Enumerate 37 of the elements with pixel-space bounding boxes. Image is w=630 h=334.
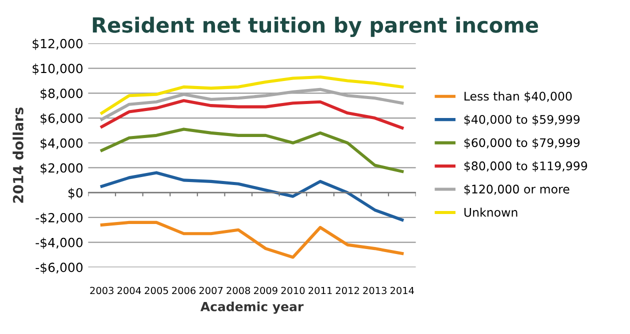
y-axis-title: 2014 dollars [12, 107, 24, 203]
x-tick-label: 2007 [199, 286, 223, 294]
line-series [100, 99, 404, 130]
y-tick-label: $8,000 [40, 88, 83, 100]
y-tick-label: $2,000 [40, 162, 83, 174]
x-tick-label: 2004 [117, 286, 141, 294]
y-tick-label: $6,000 [40, 113, 83, 125]
chart-title: Resident net tuition by parent income [92, 16, 538, 38]
line-series [100, 88, 404, 121]
legend-label: Unknown [464, 208, 518, 217]
legend-label: $80,000 to $119,999 [464, 161, 588, 172]
y-tick-label: -$6,000 [36, 262, 83, 274]
line-series [100, 75, 404, 115]
x-tick-label: 2012 [336, 286, 359, 294]
y-tick-label: $12,000 [32, 38, 83, 50]
line-series [100, 220, 404, 259]
x-tick-label: 2011 [308, 286, 332, 294]
x-tick-label: 2008 [226, 286, 250, 294]
y-tick-label: $0 [68, 188, 83, 200]
y-tick-label: -$2,000 [36, 212, 83, 224]
line-series [100, 128, 404, 173]
x-tick-label: 2010 [281, 286, 305, 294]
line-series [100, 171, 404, 222]
x-axis-title: Academic year [200, 302, 304, 314]
y-tick-label: $4,000 [40, 138, 83, 150]
x-tick-label: 2005 [144, 286, 168, 294]
x-tick-label: 2003 [90, 286, 114, 294]
x-tick-label: 2014 [390, 286, 414, 294]
legend-label: $60,000 to $79,999 [464, 138, 580, 149]
legend-label: Less than $40,000 [464, 92, 572, 102]
legend-label: $40,000 to $59,999 [464, 114, 580, 126]
legend-label: $120,000 or more [464, 184, 570, 196]
x-tick-label: 2009 [254, 286, 278, 294]
y-tick-label: $10,000 [32, 64, 83, 75]
y-tick-label: -$4,000 [36, 238, 83, 249]
x-tick-label: 2013 [363, 286, 386, 294]
x-tick-label: 2006 [172, 286, 196, 294]
